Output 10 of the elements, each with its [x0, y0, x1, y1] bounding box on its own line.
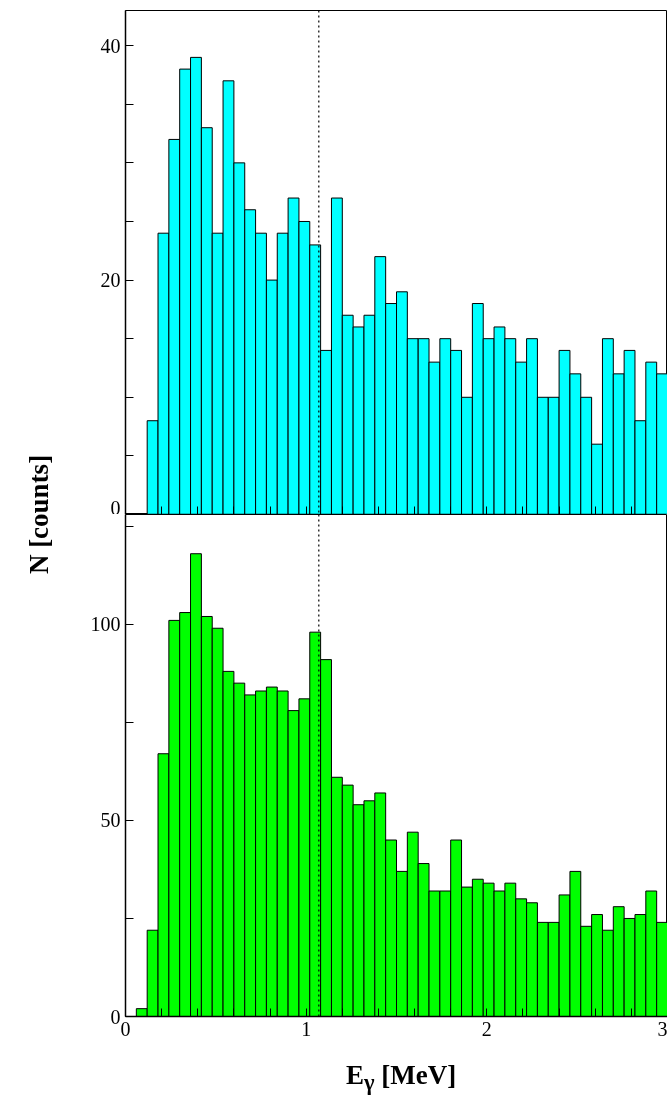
x-tick-label: 2 [481, 1017, 492, 1040]
y-tick-label: 20 [100, 269, 121, 292]
x-tick-label: 3 [657, 1017, 667, 1040]
x-axis-title: E$_{γ}$ [MeV] [345, 1059, 457, 1098]
y-axis-title: N [counts] [23, 454, 54, 575]
y-tick-label: 50 [100, 809, 121, 832]
x-tick-label: 1 [301, 1017, 312, 1040]
y-tick-label: 0 [110, 496, 121, 519]
y-tick-label: 40 [100, 34, 121, 57]
y-tick-label: 100 [90, 613, 121, 636]
